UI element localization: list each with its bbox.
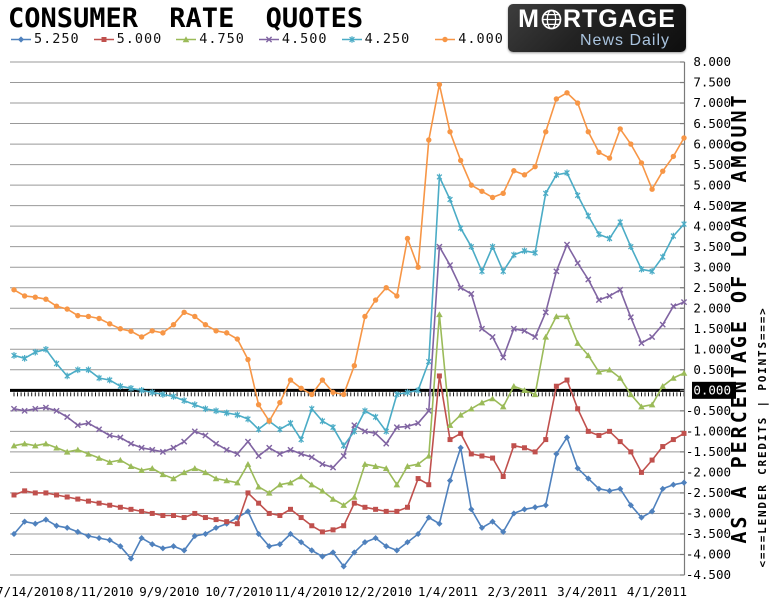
y-tick-label: -4.000 bbox=[686, 547, 731, 562]
x-tick-label: 7/14/2010 bbox=[0, 584, 64, 599]
chart-legend: 5.250 5.000 4.750 4.500 4.250 4.000 bbox=[10, 31, 517, 47]
y-axis bbox=[680, 61, 686, 576]
y-tick-label: 4.000 bbox=[693, 218, 731, 233]
y-tick-label: 6.500 bbox=[693, 116, 731, 131]
y-tick-label: 1.500 bbox=[693, 321, 731, 336]
y-tick-label: -2.000 bbox=[686, 465, 731, 480]
legend-marker-triangle-icon bbox=[176, 35, 197, 42]
x-tick-label: 4/1/2011 bbox=[627, 584, 687, 599]
y-tick-label: 1.000 bbox=[693, 341, 731, 356]
y-tick-label: 6.000 bbox=[693, 136, 731, 151]
x-tick-label: 12/2/2010 bbox=[344, 584, 412, 599]
logo-word-end: RTGAGE bbox=[562, 5, 676, 33]
zero-label-highlight bbox=[692, 381, 736, 399]
y-tick-label: 3.500 bbox=[693, 239, 731, 254]
x-tick-label: 1/4/2011 bbox=[418, 584, 478, 599]
series-line-4.250 bbox=[13, 172, 685, 447]
y-tick-label: -3.500 bbox=[686, 526, 731, 541]
legend-item-4.250: 4.250 bbox=[341, 31, 411, 47]
x-tick-label: 11/4/2010 bbox=[275, 584, 343, 599]
legend-item-4.500: 4.500 bbox=[258, 31, 328, 47]
globe-icon bbox=[541, 9, 562, 30]
series-5.000 bbox=[11, 373, 687, 535]
y-tick-label: -1.000 bbox=[686, 424, 731, 439]
x-axis-tick-marks bbox=[13, 392, 685, 397]
legend-label: 5.250 bbox=[34, 31, 80, 47]
series-line-4.000 bbox=[13, 83, 685, 422]
series-5.250 bbox=[10, 434, 688, 570]
y-tick-label: -2.500 bbox=[686, 485, 731, 500]
y-tick-label: 0.000 bbox=[693, 383, 731, 398]
legend-label: 5.000 bbox=[116, 31, 163, 47]
series-line-4.500 bbox=[13, 243, 685, 469]
y-tick-label: -0.500 bbox=[686, 403, 731, 418]
x-tick-label: 2/3/2011 bbox=[488, 584, 548, 599]
y-tick-label: 0.500 bbox=[693, 362, 731, 377]
series-line-5.250 bbox=[13, 436, 685, 568]
y-tick-label: -3.000 bbox=[686, 506, 731, 521]
y-tick-label: 5.000 bbox=[693, 177, 731, 192]
legend-label: 4.000 bbox=[458, 31, 504, 47]
series-line-5.000 bbox=[13, 375, 685, 533]
legend-item-4.000: 4.000 bbox=[434, 31, 504, 47]
legend-item-4.750: 4.750 bbox=[175, 31, 245, 47]
y-tick-label: 4.500 bbox=[693, 198, 731, 213]
logo-word-start: M bbox=[518, 5, 540, 33]
legend-marker-diamond-icon bbox=[11, 35, 31, 43]
legend-marker-square-icon bbox=[93, 36, 114, 42]
x-tick-label: 10/7/2010 bbox=[205, 584, 273, 599]
page-title: CONSUMER RATE QUOTES bbox=[8, 3, 364, 34]
legend-label: 4.500 bbox=[281, 31, 328, 47]
legend-marker-circle-icon bbox=[435, 36, 456, 42]
y-tick-label: -4.500 bbox=[686, 567, 731, 582]
gridlines bbox=[10, 61, 684, 576]
logo-subtitle: News Daily bbox=[579, 32, 670, 49]
y-tick-labels: 8.000 7.500 7.000 6.500 6.000 5.500 5.000 4.500… bbox=[686, 54, 736, 582]
x-tick-label: 3/4/2011 bbox=[557, 584, 617, 599]
y-tick-label: 2.000 bbox=[693, 300, 731, 315]
x-tick-label: 8/11/2010 bbox=[66, 584, 134, 599]
series-4.000 bbox=[11, 81, 687, 424]
legend-item-5.000: 5.000 bbox=[93, 31, 163, 47]
legend-item-5.250: 5.250 bbox=[10, 31, 80, 47]
logo-mortgage-news-daily: M RTGAGE News Daily bbox=[508, 4, 686, 52]
series-4.250 bbox=[11, 169, 687, 450]
y-tick-label: 5.500 bbox=[693, 157, 731, 172]
series-4.500 bbox=[10, 241, 688, 471]
y-tick-label: -1.500 bbox=[686, 444, 731, 459]
legend-label: 4.250 bbox=[364, 31, 411, 47]
legend-marker-star-icon bbox=[341, 35, 362, 43]
y-tick-label: 8.000 bbox=[693, 54, 731, 69]
x-tick-labels: 7/14/2010 8/11/2010 9/9/2010 10/7/2010 11/4/… bbox=[0, 584, 687, 599]
y-tick-label: 7.000 bbox=[693, 95, 731, 110]
y-axis-subtitle-credits-points: <===LENDER CREDITS | POINTS===> bbox=[756, 306, 769, 567]
legend-label: 4.750 bbox=[199, 31, 245, 47]
y-tick-label: 3.000 bbox=[693, 259, 731, 274]
series-4.750 bbox=[10, 311, 688, 508]
legend-marker-x-icon bbox=[258, 35, 279, 43]
logo-wordmark: M RTGAGE bbox=[508, 7, 686, 32]
y-tick-label: 2.500 bbox=[693, 280, 731, 295]
series-line-4.750 bbox=[13, 313, 685, 507]
y-tick-label: 7.500 bbox=[693, 75, 731, 90]
x-tick-label: 9/9/2010 bbox=[139, 584, 199, 599]
y-axis-title: AS A PERCENTAGE OF LOAN AMOUNT bbox=[727, 92, 751, 543]
